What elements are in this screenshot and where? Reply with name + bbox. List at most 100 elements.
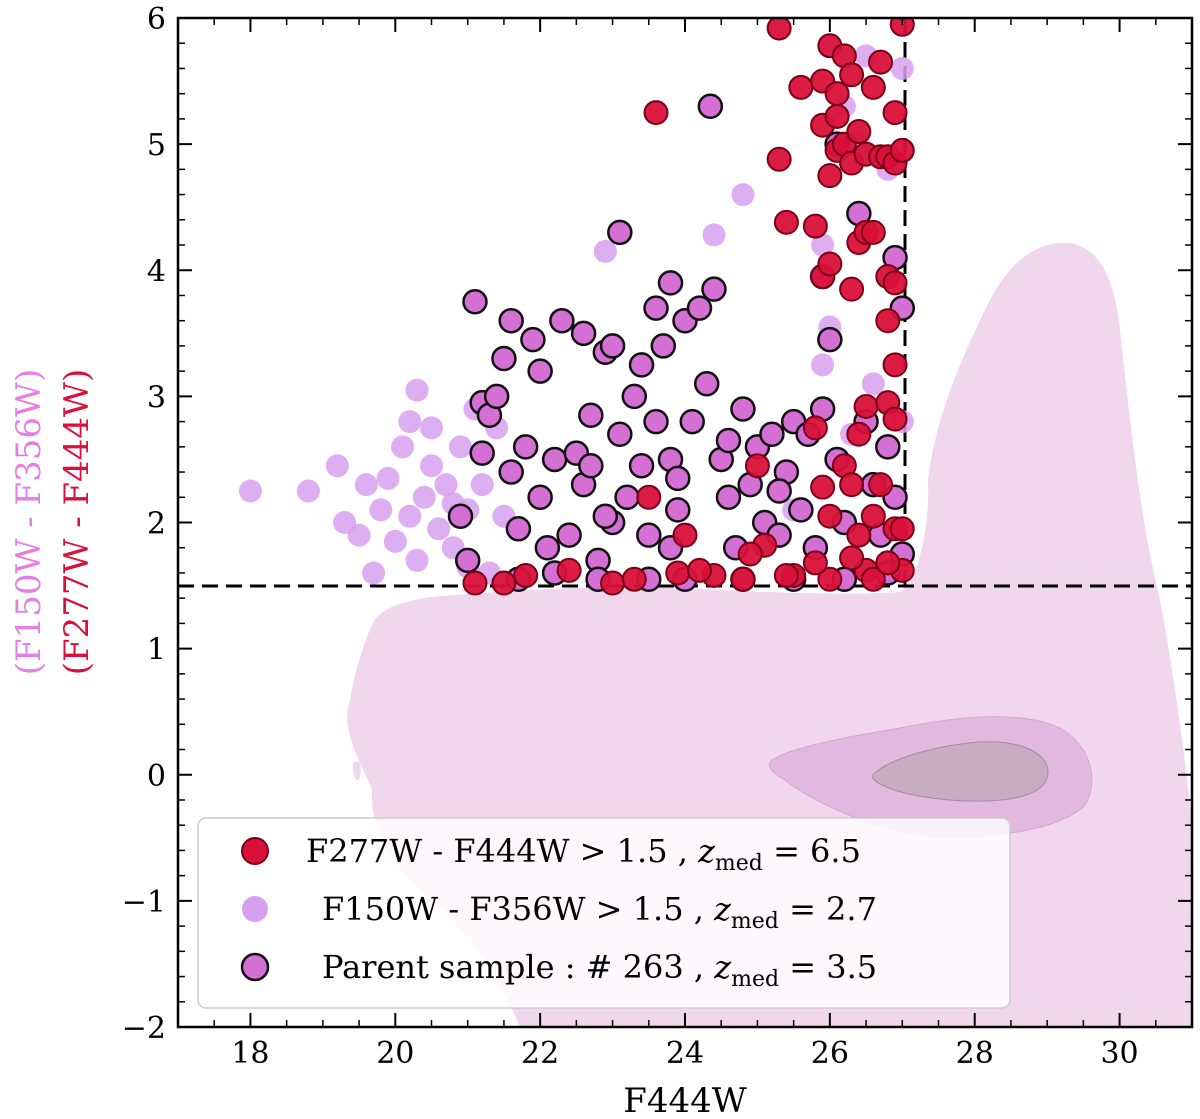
point-light-violet xyxy=(448,435,472,459)
point-parent-sample xyxy=(498,307,524,334)
point-red xyxy=(462,570,488,596)
point-red xyxy=(672,522,698,548)
point-red xyxy=(846,522,872,548)
point-parent-sample xyxy=(527,484,553,511)
point-light-violet xyxy=(391,435,415,459)
series-red xyxy=(462,18,915,596)
point-parent-sample xyxy=(621,383,648,410)
point-red xyxy=(882,270,908,296)
point-red xyxy=(860,503,886,529)
y-tick-label: −1 xyxy=(122,885,166,920)
point-parent-sample xyxy=(715,484,742,511)
point-red xyxy=(839,62,865,88)
point-red xyxy=(600,570,626,596)
point-red xyxy=(817,566,843,592)
point-red xyxy=(860,219,886,245)
y-tick-label: 3 xyxy=(147,380,166,415)
point-red xyxy=(773,209,799,235)
point-parent-sample xyxy=(628,352,655,378)
x-tick-label: 28 xyxy=(956,1036,994,1071)
point-red xyxy=(788,74,814,100)
point-parent-sample xyxy=(578,402,604,429)
legend-marker-parent xyxy=(240,952,270,982)
point-red xyxy=(875,550,901,576)
point-red xyxy=(889,516,915,542)
y-tick-label: −2 xyxy=(122,1011,166,1046)
point-light-violet xyxy=(376,466,400,490)
point-light-violet xyxy=(861,372,885,396)
point-light-violet xyxy=(405,548,429,572)
point-red xyxy=(817,503,843,529)
point-red xyxy=(730,566,756,592)
point-parent-sample xyxy=(686,295,713,321)
point-red xyxy=(839,472,865,498)
point-parent-sample xyxy=(599,333,626,359)
point-red xyxy=(889,18,915,37)
point-red xyxy=(802,213,828,239)
point-light-violet xyxy=(427,517,451,541)
point-light-violet xyxy=(434,473,458,497)
point-parent-sample xyxy=(607,421,633,447)
point-parent-sample xyxy=(657,270,684,296)
point-red xyxy=(810,474,836,500)
point-red xyxy=(737,541,763,567)
point-light-violet xyxy=(296,479,320,503)
point-red xyxy=(860,74,886,100)
point-parent-sample xyxy=(817,326,843,353)
point-parent-sample xyxy=(512,434,539,460)
x-tick-label: 20 xyxy=(376,1036,414,1071)
y-tick-label: 4 xyxy=(147,254,166,289)
point-parent-sample xyxy=(643,408,669,435)
point-light-violet xyxy=(347,523,371,547)
point-parent-sample xyxy=(498,459,524,485)
point-parent-sample xyxy=(665,497,691,523)
point-parent-sample xyxy=(759,421,785,447)
point-red xyxy=(839,545,865,571)
point-light-violet xyxy=(412,485,436,509)
point-light-violet xyxy=(702,223,726,247)
point-red xyxy=(882,352,908,378)
point-red xyxy=(665,560,691,586)
point-red xyxy=(846,421,872,447)
point-red xyxy=(773,562,799,588)
point-red xyxy=(868,472,894,498)
point-parent-sample xyxy=(454,547,481,574)
point-parent-sample xyxy=(766,478,792,504)
axis-ticks: 18 20 22 24 26 28 30 −2 −1 0 1 2 3 4 5 6 xyxy=(122,2,1193,1071)
point-light-violet xyxy=(398,410,422,434)
density-contour-small xyxy=(352,761,361,781)
point-red xyxy=(686,557,712,583)
point-light-violet xyxy=(369,498,393,522)
point-light-violet xyxy=(398,504,422,528)
point-parent-sample xyxy=(462,289,488,315)
point-red xyxy=(802,415,828,441)
point-red xyxy=(846,119,872,145)
point-parent-sample xyxy=(875,434,901,460)
point-red xyxy=(868,49,894,75)
point-red xyxy=(817,163,843,189)
y-tick-label: 1 xyxy=(147,633,166,668)
point-red xyxy=(875,308,901,334)
point-parent-sample xyxy=(665,465,691,492)
legend: F277W - F444W > 1.5 , zmed = 6.5 F150W -… xyxy=(197,817,1011,1009)
point-parent-sample xyxy=(447,503,474,529)
point-light-violet xyxy=(362,561,386,585)
point-light-violet xyxy=(731,183,755,207)
point-red xyxy=(882,100,908,126)
point-light-violet xyxy=(420,416,443,440)
point-red xyxy=(824,103,850,129)
point-light-violet xyxy=(405,378,429,402)
legend-marker-light-violet xyxy=(242,896,268,922)
x-axis-label: F444W xyxy=(623,1081,746,1119)
point-parent-sample xyxy=(643,295,669,321)
point-parent-sample xyxy=(650,333,677,359)
y-tick-label: 0 xyxy=(147,759,166,794)
point-red xyxy=(621,566,647,592)
point-parent-sample xyxy=(697,93,724,120)
point-red xyxy=(491,570,517,596)
point-parent-sample xyxy=(469,440,495,466)
y-axis-label-line2: (F277W - F444W) xyxy=(57,369,97,676)
legend-entry-parent: Parent sample : # 263 , zmed = 3.5 xyxy=(322,948,877,992)
legend-box xyxy=(197,817,1011,1009)
